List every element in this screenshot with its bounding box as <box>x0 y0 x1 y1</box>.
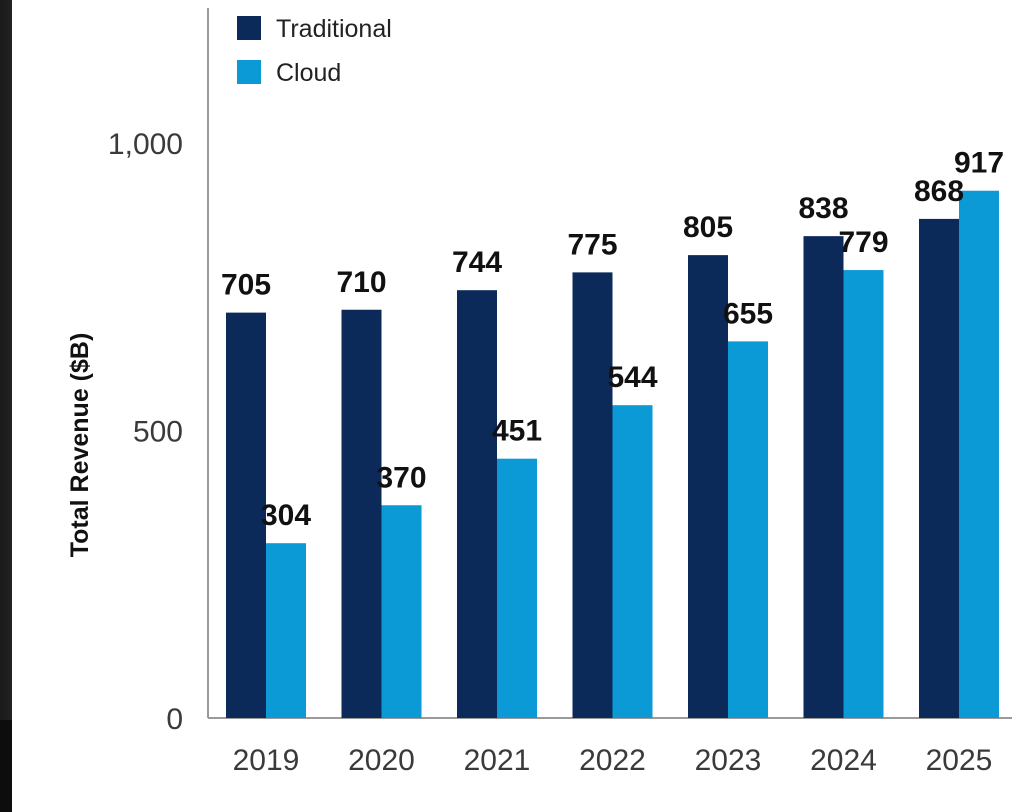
value-label-traditional-2021: 744 <box>452 246 502 279</box>
value-label-traditional-2023: 805 <box>683 211 733 244</box>
bar-traditional-2023 <box>688 255 728 718</box>
legend-swatch-cloud <box>237 60 261 84</box>
bar-cloud-2022 <box>612 405 653 718</box>
value-label-traditional-2020: 710 <box>336 266 386 299</box>
bar-traditional-2025 <box>919 218 959 718</box>
legend-swatch-traditional <box>237 16 261 40</box>
x-tick-label-2024: 2024 <box>810 744 877 777</box>
bar-cloud-2025 <box>959 190 999 719</box>
value-label-traditional-2024: 838 <box>798 192 848 225</box>
bars <box>226 190 999 719</box>
x-axis: 2019 2020 2021 2022 2023 2024 2025 <box>233 744 993 777</box>
value-label-cloud-2022: 544 <box>607 361 657 394</box>
legend-label-traditional: Traditional <box>276 15 392 43</box>
bar-cloud-2021 <box>497 458 537 718</box>
x-tick-label-2023: 2023 <box>695 744 762 777</box>
value-label-cloud-2019: 304 <box>261 499 311 532</box>
y-tick-label: 0 <box>166 703 183 736</box>
legend-label-cloud: Cloud <box>276 59 341 87</box>
y-tick-label: 1,000 <box>108 128 183 161</box>
value-label-cloud-2023: 655 <box>723 297 773 330</box>
value-label-cloud-2020: 370 <box>376 461 426 494</box>
x-tick-label-2019: 2019 <box>233 744 300 777</box>
value-label-cloud-2025: 917 <box>954 147 1004 180</box>
bar-cloud-2023 <box>728 341 768 718</box>
bar-traditional-2021 <box>457 290 497 718</box>
y-tick-label: 500 <box>133 416 183 449</box>
value-label-traditional-2025: 868 <box>914 175 964 208</box>
value-label-cloud-2021: 451 <box>492 415 542 448</box>
bar-traditional-2024 <box>803 236 844 718</box>
bar-cloud-2024 <box>843 270 884 718</box>
bar-cloud-2020 <box>381 505 422 718</box>
x-tick-label-2022: 2022 <box>579 744 646 777</box>
legend: Traditional Cloud <box>237 15 392 87</box>
x-tick-label-2021: 2021 <box>464 744 531 777</box>
value-label-traditional-2019: 705 <box>221 269 271 302</box>
bar-traditional-2022 <box>572 272 613 718</box>
value-label-traditional-2022: 775 <box>567 228 617 261</box>
x-tick-label-2025: 2025 <box>926 744 993 777</box>
bar-traditional-2020 <box>341 309 382 718</box>
bar-traditional-2019 <box>226 312 266 718</box>
value-label-cloud-2024: 779 <box>838 226 888 259</box>
x-tick-label-2020: 2020 <box>348 744 415 777</box>
bar-cloud-2019 <box>266 543 306 718</box>
y-axis-title: Total Revenue ($B) <box>66 333 94 558</box>
y-axis: 0 500 1,000 Total Revenue ($B) <box>66 8 1012 736</box>
